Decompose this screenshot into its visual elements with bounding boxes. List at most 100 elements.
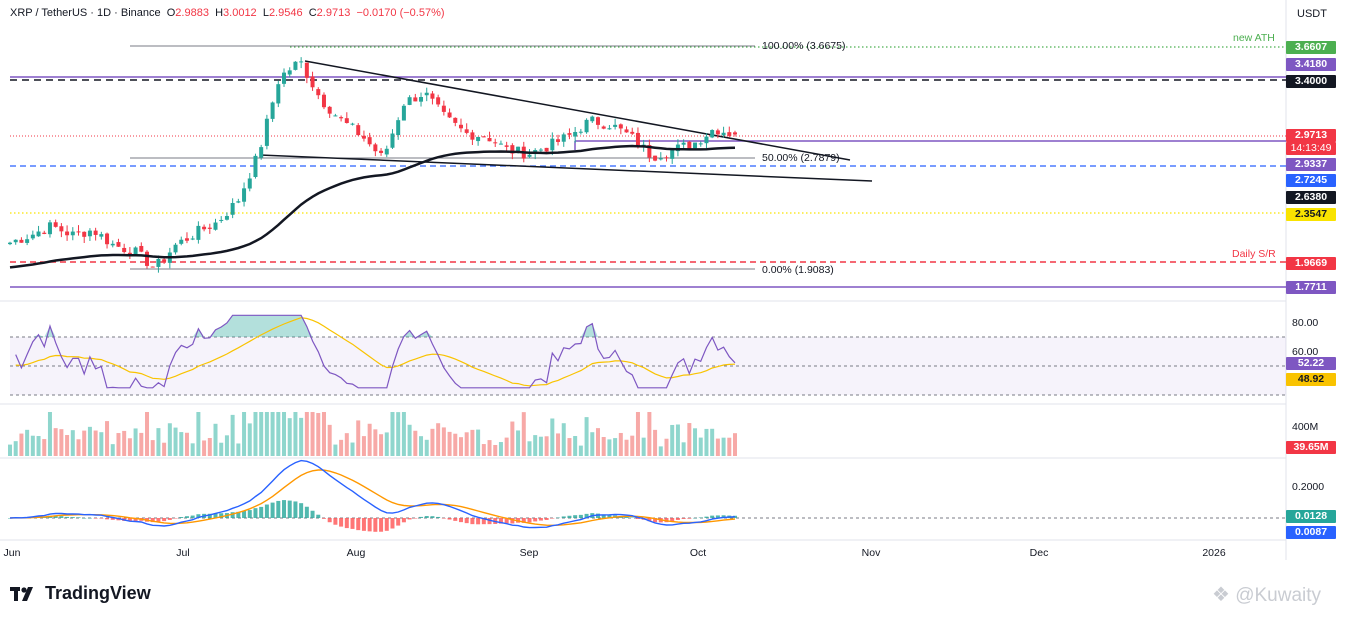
candle-body [419, 97, 424, 102]
macd-histogram-bar [253, 508, 258, 518]
macd-histogram-bar [430, 516, 435, 518]
candle-body [316, 89, 321, 96]
candle-body [150, 266, 155, 268]
candle-body [184, 238, 189, 241]
macd-histogram-bar [710, 515, 715, 518]
volume-bar [105, 421, 110, 456]
candle-body [127, 252, 132, 256]
quote-currency[interactable]: USDT [1297, 8, 1327, 20]
volume-bar [618, 432, 623, 456]
volume-bar [259, 412, 264, 456]
volume-bar [82, 430, 87, 456]
macd-histogram-bar [259, 506, 264, 518]
macd-histogram-bar [167, 518, 172, 520]
candle-body [13, 239, 18, 243]
candle-body [333, 115, 338, 117]
volume-bar [407, 424, 412, 456]
candle-body [527, 154, 532, 157]
macd-histogram-bar [504, 518, 509, 524]
volume-bar [396, 412, 401, 456]
candle-body [470, 132, 475, 140]
macd-histogram-bar [213, 513, 218, 518]
candle-body [396, 120, 401, 136]
volume-bar [447, 431, 452, 456]
candle-body [407, 97, 412, 105]
rsi-axis-80: 80.00 [1292, 317, 1319, 329]
volume-bar [715, 438, 720, 456]
macd-histogram-bar [413, 518, 418, 519]
volume-bar [25, 429, 30, 456]
volume-bar [470, 429, 475, 456]
macd-histogram-bar [247, 510, 252, 518]
symbol-legend: XRP / TetherUS · 1D · Binance O2.9883 H3… [10, 7, 445, 19]
volume-bar [630, 435, 635, 456]
upper-trendline [304, 60, 851, 161]
macd-histogram-bar [481, 518, 486, 525]
candle-body [721, 132, 726, 136]
volume-bar [510, 421, 515, 456]
candle-body [601, 126, 606, 129]
macd-signal-value-label: 0.0087 [1286, 526, 1336, 539]
macd-histogram-bar [156, 518, 161, 522]
macd-histogram-bar [458, 518, 463, 523]
macd-histogram-bar [264, 504, 269, 518]
macd-histogram-bar [390, 518, 395, 529]
volume-bar [361, 436, 366, 456]
volume-bar [59, 429, 64, 456]
macd-histogram-bar [573, 515, 578, 518]
volume-bar [419, 436, 424, 456]
volume-bar [47, 412, 52, 456]
volume-bar [276, 412, 281, 456]
volume-bar [53, 428, 58, 456]
candle-body [384, 148, 389, 155]
candle-body [590, 116, 595, 122]
candle-body [82, 231, 87, 237]
macd-histogram-bar [190, 515, 195, 518]
volume-bar [521, 412, 526, 456]
candle-body [19, 239, 24, 243]
macd-histogram-bar [436, 516, 441, 518]
macd-histogram-bar [173, 518, 178, 519]
volume-bar [65, 435, 70, 456]
volume-bar [481, 444, 486, 456]
volume-bar [498, 442, 503, 456]
volume-bar [116, 433, 121, 456]
volume-bar [607, 439, 612, 456]
volume-bar [139, 432, 144, 456]
macd-histogram-bar [344, 518, 349, 529]
macd-histogram-bar [65, 516, 70, 518]
candle-body [458, 124, 463, 129]
volume-bar [156, 428, 161, 456]
candle-body [487, 138, 492, 142]
rsi-axis-60: 60.00 [1292, 346, 1319, 358]
candle-body [573, 131, 578, 137]
volume-bar [687, 423, 692, 456]
candle-body [379, 150, 384, 153]
macd-histogram-bar [704, 516, 709, 518]
rsi-overbought-fill [15, 315, 735, 337]
candle-body [733, 132, 737, 135]
candle-body [687, 141, 692, 149]
macd-histogram-bar [578, 514, 583, 518]
candle-body [139, 245, 144, 252]
volume-bar [584, 417, 589, 456]
volume-bar [316, 413, 321, 456]
volume-bar [356, 420, 361, 456]
candle-body [264, 118, 269, 146]
price-label-1966: 1.9669 [1286, 257, 1336, 270]
candle-body [567, 133, 572, 135]
macd-histogram-bar [527, 518, 532, 523]
candle-body [230, 202, 235, 215]
volume-bar [327, 424, 332, 456]
low-value: 2.9546 [268, 7, 303, 19]
volume-axis-400m: 400M [1292, 421, 1319, 433]
candle-body [93, 230, 98, 235]
candle-body [299, 61, 304, 63]
candle-body [173, 244, 178, 253]
volume-bar [413, 430, 418, 456]
tradingview-logo[interactable]: TradingView [10, 583, 151, 604]
volume-bar [721, 437, 726, 456]
volume-bar [533, 435, 538, 456]
candle-body [710, 130, 715, 138]
candle-body [65, 231, 70, 236]
